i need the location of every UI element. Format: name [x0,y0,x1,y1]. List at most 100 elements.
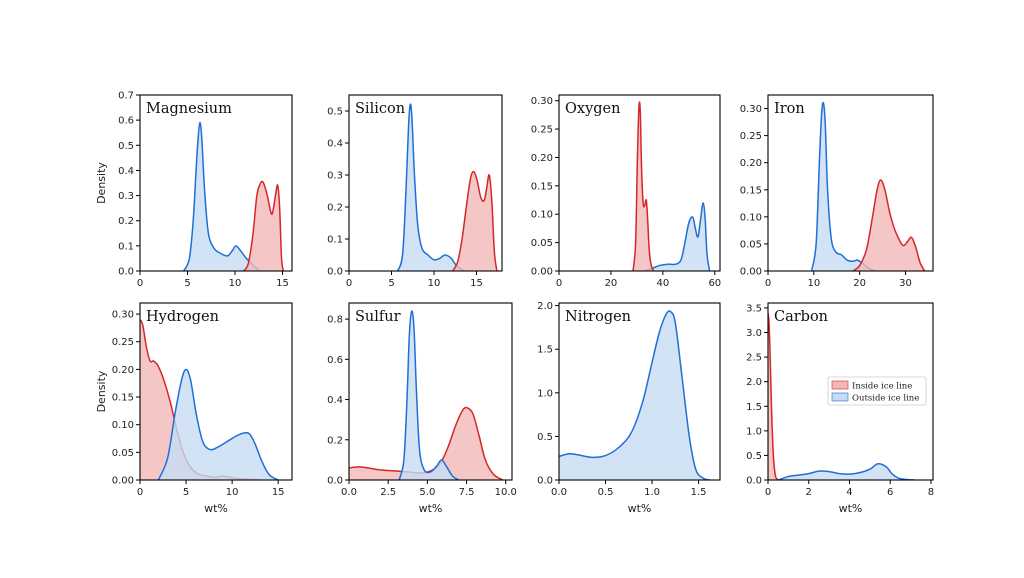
curve-outside-silicon [396,103,465,271]
x-tick-label: 40 [657,278,670,289]
x-tick-label: 5 [183,487,189,498]
area-outside-hydrogen [158,369,279,480]
y-tick-label: 2.0 [746,377,762,388]
x-tick-label: 20 [605,278,618,289]
x-tick-label: 10 [428,278,441,289]
x-tick-label: 1.0 [644,487,660,498]
y-tick-label: 3.0 [746,328,762,339]
curve-outside-magnesium [183,121,261,271]
axes-frame-carbon [767,302,934,481]
panel-title-hydrogen: Hydrogen [146,309,219,325]
panel-title-magnesium: Magnesium [146,101,232,117]
curve-outside-hydrogen [157,368,279,480]
panel-title-iron: Iron [774,101,805,117]
curve-outside-sulfur [398,310,460,480]
y-tick-label: 0.7 [118,91,134,102]
y-tick-label: 1.5 [537,345,553,356]
y-tick-label: 0.0 [118,267,134,278]
axes-frame-oxygen [558,94,721,272]
x-tick-label: 2 [806,487,812,498]
x-tick-label: 2.5 [380,487,396,498]
x-tick-label: 0 [137,487,143,498]
x-tick-label: 5.0 [419,487,435,498]
legend-label: Inside ice line [852,382,912,392]
x-tick-label: 0 [346,278,352,289]
axes-frame-magnesium [139,94,293,272]
x-tick-label: 0 [137,278,143,289]
y-tick-label: 0.5 [118,141,134,152]
area-outside-nitrogen [559,311,710,480]
y-tick-label: 0.5 [537,432,553,443]
x-tick-label: 4 [846,487,852,498]
panel-title-silicon: Silicon [355,101,405,117]
x-axis-label: wt% [628,502,652,515]
y-tick-label: 0.30 [531,96,553,107]
y-tick-label: 0.15 [740,185,762,196]
y-tick-label: 0.2 [327,203,343,214]
y-tick-label: 0.00 [531,267,553,278]
panel-iron: 0 10 20 30 0.00 0.05 0.10 0.15 0.20 0.25 0.30 Iron [740,94,934,289]
y-tick-label: 3.5 [746,303,762,314]
x-tick-label: 15 [470,278,483,289]
panel-title-sulfur: Sulfur [355,309,401,325]
curve-inside-carbon [768,312,779,480]
plot-area-iron [810,101,926,271]
legend-swatch [831,392,849,402]
panel-hydrogen: 0 5 10 15 0.00 0.05 0.10 0.15 0.20 0.25 0.30 Hydrog… [95,302,293,515]
y-tick-label: 0.05 [112,448,134,459]
y-tick-label: 0.5 [746,451,762,462]
x-tick-label: 20 [853,278,866,289]
axes-frame-iron [767,94,934,272]
y-tick-label: 1.5 [746,402,762,413]
panel-carbon: 0 2 4 6 8 0.0 0.5 1.0 1.5 2.0 2.5 3.0 3.5 Carbon wt% [746,302,934,515]
y-tick-label: 0.25 [740,131,762,142]
legend-box [827,376,927,406]
x-tick-label: 30 [899,278,912,289]
area-inside-carbon [768,312,779,480]
x-tick-label: 1.5 [691,487,707,498]
curve-inside-iron [852,179,926,271]
y-tick-label: 0.10 [740,212,762,223]
area-outside-oxygen [644,202,710,271]
y-tick-label: 0.8 [327,315,343,326]
y-tick-label: 0.5 [327,107,343,118]
x-axis-label: wt% [839,502,863,515]
x-tick-label: 5 [184,278,190,289]
x-tick-label: 15 [276,278,289,289]
y-tick-label: 0.20 [531,153,553,164]
y-tick-label: 0.05 [531,238,553,249]
y-tick-label: 0.00 [112,476,134,487]
curve-outside-carbon [777,462,915,480]
curve-inside-oxygen [632,101,655,271]
y-tick-label: 0.15 [112,393,134,404]
y-tick-label: 0.4 [118,166,134,177]
panel-oxygen: 0 20 40 60 0.00 0.05 0.10 0.15 0.20 0.25 0.30 Oxyge… [531,94,721,289]
y-tick-label: 0.1 [327,235,343,246]
axes-frame-nitrogen [558,302,721,481]
panel-silicon: 0 5 10 15 0.0 0.1 0.2 0.3 0.4 0.5 Silicon [327,94,503,289]
plot-area-magnesium [183,121,285,271]
plot-area-sulfur [349,310,504,480]
y-tick-label: 0.10 [112,420,134,431]
curve-outside-oxygen [644,202,711,271]
panel-title-nitrogen: Nitrogen [565,309,631,325]
y-tick-label: 0.25 [531,125,553,136]
y-tick-label: 1.0 [537,388,553,399]
y-tick-label: 0.0 [537,476,553,487]
y-tick-label: 2.5 [746,353,762,364]
curve-outside-nitrogen [559,310,710,480]
x-axis-label: wt% [419,502,443,515]
y-tick-label: 0.05 [740,239,762,250]
y-tick-label: 0.4 [327,395,343,406]
curve-inside-silicon [452,170,498,271]
y-axis-label: Density [95,162,108,204]
curve-inside-sulfur [349,406,504,480]
legend: Inside ice line Outside ice line [827,376,927,406]
area-outside-sulfur [399,310,459,480]
y-tick-label: 0.30 [112,310,134,321]
x-tick-label: 10 [807,278,820,289]
panel-title-oxygen: Oxygen [565,101,620,117]
x-tick-label: 0.5 [598,487,614,498]
x-tick-label: 15 [272,487,285,498]
